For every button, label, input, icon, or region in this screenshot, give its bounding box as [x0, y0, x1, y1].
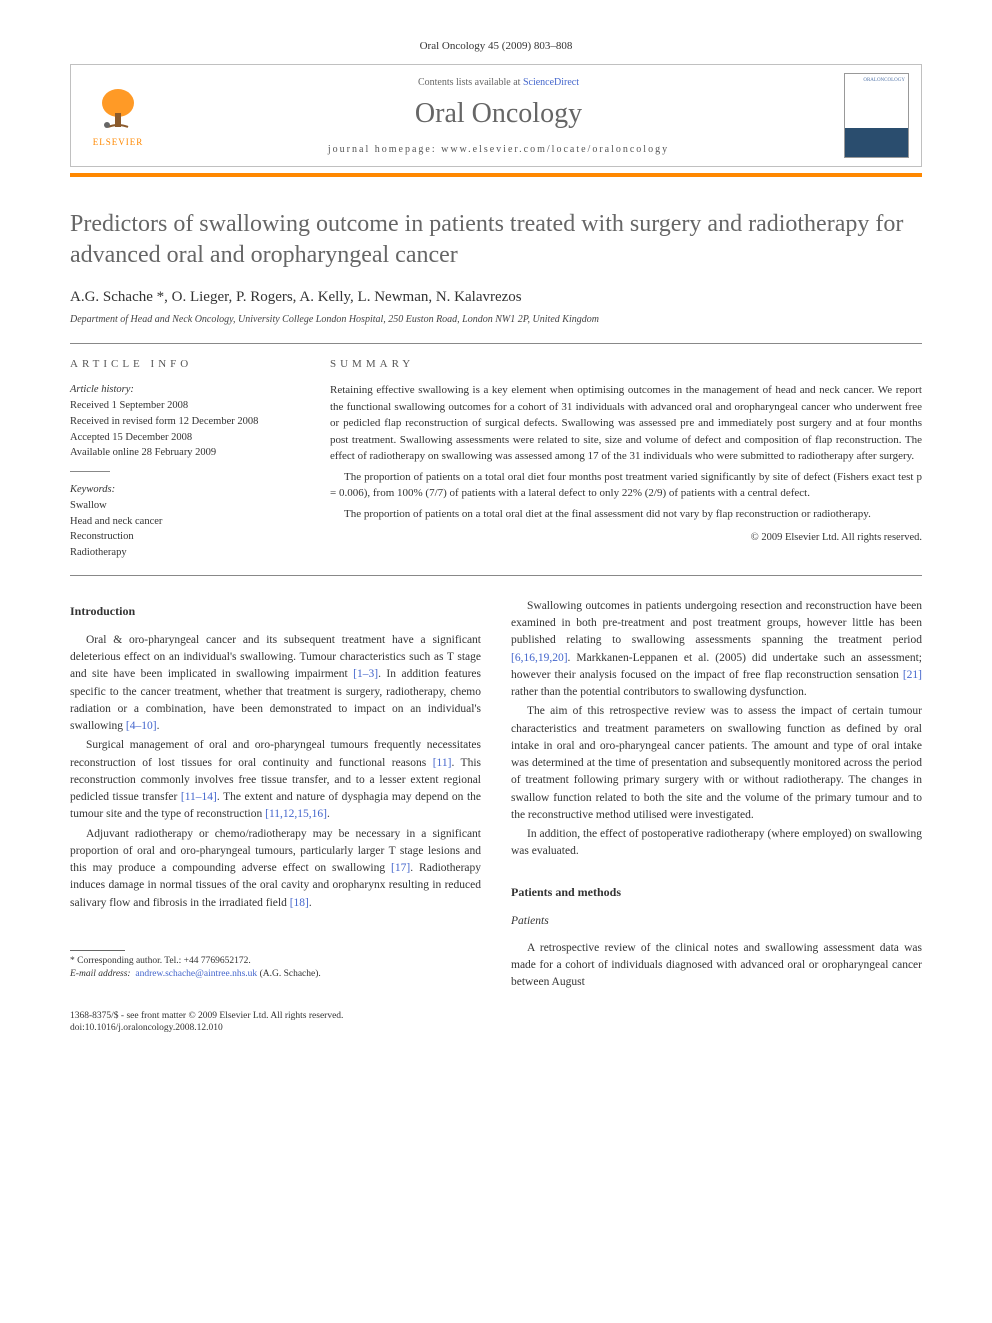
date-accepted: Accepted 15 December 2008: [70, 430, 300, 446]
journal-title: Oral Oncology: [153, 98, 844, 130]
article-title: Predictors of swallowing outcome in pati…: [70, 209, 922, 271]
elsevier-tree-icon: [93, 85, 143, 135]
body-paragraph: Swallowing outcomes in patients undergoi…: [511, 598, 922, 702]
corresponding-author-footnote: * Corresponding author. Tel.: +44 776965…: [70, 955, 481, 982]
section-heading-methods: Patients and methods: [511, 883, 922, 901]
publisher-logo[interactable]: ELSEVIER: [83, 78, 153, 153]
date-revised: Received in revised form 12 December 200…: [70, 414, 300, 430]
copyright-line: © 2009 Elsevier Ltd. All rights reserved…: [330, 532, 922, 543]
divider: [70, 575, 922, 576]
body-paragraph: A retrospective review of the clinical n…: [511, 940, 922, 992]
divider-short: [70, 471, 110, 472]
homepage-url[interactable]: www.elsevier.com/locate/oraloncology: [441, 144, 669, 155]
contents-available: Contents lists available at ScienceDirec…: [153, 77, 844, 88]
body-column-right: Swallowing outcomes in patients undergoi…: [511, 598, 922, 994]
homepage-prefix: journal homepage:: [328, 144, 441, 155]
keywords-heading: Keywords:: [70, 482, 300, 498]
citation-link[interactable]: [4–10]: [126, 720, 157, 732]
text-run: .: [157, 720, 160, 732]
journal-homepage: journal homepage: www.elsevier.com/locat…: [153, 144, 844, 155]
citation-link[interactable]: [11]: [433, 757, 452, 769]
body-column-left: Introduction Oral & oro-pharyngeal cance…: [70, 598, 481, 994]
footnote-separator: [70, 950, 125, 951]
history-heading: Article history:: [70, 382, 300, 398]
summary-column: SUMMARY Retaining effective swallowing i…: [330, 358, 922, 561]
publisher-name: ELSEVIER: [93, 137, 144, 147]
issn-line: 1368-8375/$ - see front matter © 2009 El…: [70, 1010, 922, 1022]
body-paragraph: Surgical management of oral and oro-phar…: [70, 737, 481, 823]
keyword: Radiotherapy: [70, 545, 300, 561]
article-info-label: ARTICLE INFO: [70, 358, 300, 370]
summary-label: SUMMARY: [330, 358, 922, 370]
contents-prefix: Contents lists available at: [418, 77, 523, 88]
summary-paragraph: The proportion of patients on a total or…: [330, 506, 922, 523]
accent-divider: [70, 173, 922, 177]
keyword: Swallow: [70, 498, 300, 514]
text-run: .: [309, 897, 312, 909]
keyword: Reconstruction: [70, 529, 300, 545]
citation-link[interactable]: [17]: [391, 862, 410, 874]
date-received: Received 1 September 2008: [70, 398, 300, 414]
citation-link[interactable]: [11,12,15,16]: [265, 808, 327, 820]
text-run: Swallowing outcomes in patients undergoi…: [511, 600, 922, 647]
summary-paragraph: The proportion of patients on a total or…: [330, 469, 922, 502]
body-paragraph: Oral & oro-pharyngeal cancer and its sub…: [70, 632, 481, 736]
section-heading-introduction: Introduction: [70, 602, 481, 620]
body-paragraph: Adjuvant radiotherapy or chemo/radiother…: [70, 826, 481, 912]
header-citation: Oral Oncology 45 (2009) 803–808: [70, 40, 922, 52]
email-link[interactable]: andrew.schache@aintree.nhs.uk: [135, 969, 257, 979]
article-info-column: ARTICLE INFO Article history: Received 1…: [70, 358, 300, 561]
date-online: Available online 28 February 2009: [70, 445, 300, 461]
body-paragraph: The aim of this retrospective review was…: [511, 703, 922, 824]
keyword: Head and neck cancer: [70, 514, 300, 530]
corr-author-line: * Corresponding author. Tel.: +44 776965…: [70, 955, 481, 968]
author-list: A.G. Schache *, O. Lieger, P. Rogers, A.…: [70, 289, 922, 306]
page-footer: 1368-8375/$ - see front matter © 2009 El…: [70, 1010, 922, 1035]
text-run: .: [327, 808, 330, 820]
citation-link[interactable]: [6,16,19,20]: [511, 652, 568, 664]
body-paragraph: In addition, the effect of postoperative…: [511, 826, 922, 861]
journal-cover-thumbnail[interactable]: ORALONCOLOGY: [844, 73, 909, 158]
citation-link[interactable]: [11–14]: [181, 791, 217, 803]
citation-link[interactable]: [21]: [903, 669, 922, 681]
text-run: . Markkanen-Leppanen et al. (2005) did u…: [511, 652, 922, 681]
text-run: Surgical management of oral and oro-phar…: [70, 739, 481, 768]
citation-link[interactable]: [18]: [290, 897, 309, 909]
subsection-heading-patients: Patients: [511, 913, 922, 930]
journal-banner: ELSEVIER Contents lists available at Sci…: [70, 64, 922, 167]
cover-label: ORALONCOLOGY: [863, 78, 905, 83]
summary-paragraph: Retaining effective swallowing is a key …: [330, 382, 922, 465]
sciencedirect-link[interactable]: ScienceDirect: [523, 77, 579, 88]
email-label: E-mail address:: [70, 969, 131, 979]
text-run: rather than the potential contributors t…: [511, 686, 807, 698]
citation-link[interactable]: [1–3]: [353, 668, 378, 680]
email-suffix: (A.G. Schache).: [257, 969, 321, 979]
doi-line: doi:10.1016/j.oraloncology.2008.12.010: [70, 1022, 922, 1034]
affiliation: Department of Head and Neck Oncology, Un…: [70, 314, 922, 325]
